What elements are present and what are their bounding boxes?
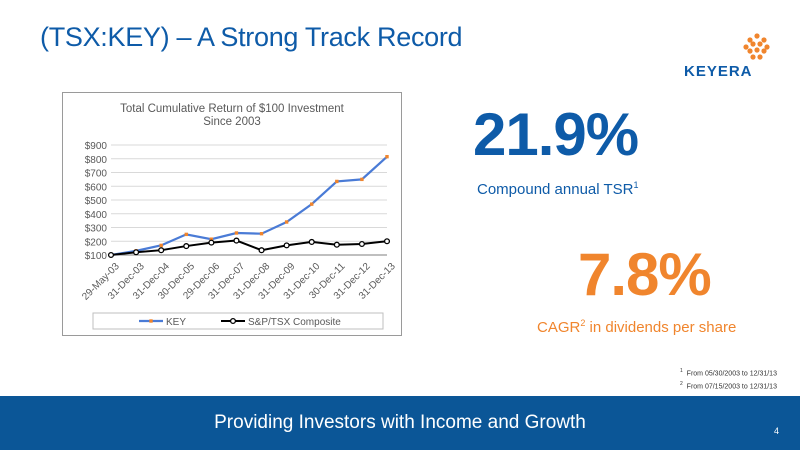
y-tick-label: $600 xyxy=(85,182,108,193)
index-data-point xyxy=(358,240,365,248)
footer-bar xyxy=(0,396,800,450)
key-data-point xyxy=(310,202,314,206)
key-data-point xyxy=(159,243,163,248)
key-data-point xyxy=(385,154,389,159)
index-data-point xyxy=(107,251,115,259)
logo-wordmark: KEYERA xyxy=(684,63,753,80)
key-data-point xyxy=(184,232,188,237)
key-data-point xyxy=(234,231,239,235)
legend-key-marker xyxy=(149,319,153,323)
footnote-1-text: From 05/30/2003 to 12/31/13 xyxy=(686,370,777,378)
footer-tagline: Providing Investors with Income and Grow… xyxy=(214,412,586,433)
page-number: 4 xyxy=(774,426,780,436)
tsr-value: 21.9% xyxy=(473,101,639,168)
index-data-point xyxy=(233,237,240,244)
keyera-logo-icon xyxy=(743,33,770,60)
chart-container: Total Cumulative Return of $100 Investme… xyxy=(62,92,402,336)
legend-index-label: S&P/TSX Composite xyxy=(248,317,341,328)
y-tick-label: $300 xyxy=(85,224,108,235)
footnote-1-mark: 1 xyxy=(680,368,683,374)
key-data-point xyxy=(335,179,339,184)
index-data-point xyxy=(183,243,190,250)
line-chart: $100$200$300$400$500$600$700$800$90029-M… xyxy=(80,141,398,330)
index-data-point xyxy=(283,242,290,249)
chart-title-line2: Since 2003 xyxy=(203,116,261,128)
key-data-point xyxy=(209,237,214,241)
chart-title-line1: Total Cumulative Return of $100 Investme… xyxy=(120,103,344,115)
index-data-point xyxy=(208,239,215,246)
footnote-2-text: From 07/15/2003 to 12/31/13 xyxy=(686,383,777,391)
dividend-cagr-value: 7.8% xyxy=(578,241,712,308)
dividend-label-pre: CAGR xyxy=(537,319,581,336)
y-tick-label: $700 xyxy=(85,169,108,180)
legend-index-marker xyxy=(229,317,237,325)
y-tick-label: $900 xyxy=(85,141,108,152)
dividend-cagr-label: CAGR2 in dividends per share xyxy=(537,318,736,336)
index-data-point xyxy=(158,247,165,254)
index-data-point xyxy=(308,238,315,245)
index-data-point xyxy=(333,241,340,248)
series-line-1 xyxy=(110,239,388,256)
y-tick-label: $800 xyxy=(85,155,108,166)
dividend-footnote-mark: 2 xyxy=(580,318,586,328)
slide-title: (TSX:KEY) – A Strong Track Record xyxy=(40,22,463,52)
y-tick-label: $400 xyxy=(85,210,108,221)
index-data-point xyxy=(133,249,140,256)
key-data-point xyxy=(259,231,264,236)
y-tick-label: $500 xyxy=(85,196,108,207)
footnote-2-mark: 2 xyxy=(680,381,683,387)
tsr-label-text: Compound annual TSR xyxy=(477,181,634,198)
legend-key-label: KEY xyxy=(166,317,186,328)
key-data-point xyxy=(284,220,289,224)
tsr-label: Compound annual TSR1 xyxy=(477,180,639,198)
y-tick-label: $100 xyxy=(85,251,108,262)
key-data-point xyxy=(360,177,364,182)
dividend-label-post: in dividends per share xyxy=(585,319,737,336)
index-data-point xyxy=(258,247,265,254)
index-data-point xyxy=(383,238,391,245)
series-line-0 xyxy=(110,155,388,257)
footnote-2: 2 From 07/15/2003 to 12/31/13 xyxy=(680,381,777,390)
y-tick-label: $200 xyxy=(85,237,108,248)
tsr-footnote-mark: 1 xyxy=(633,180,639,190)
footnote-1: 1 From 05/30/2003 to 12/31/13 xyxy=(680,368,777,377)
